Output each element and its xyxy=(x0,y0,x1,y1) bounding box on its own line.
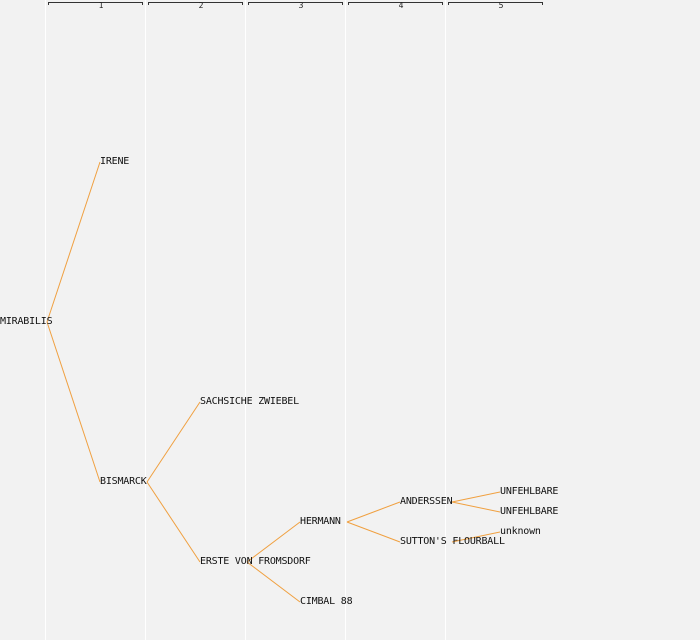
generation-column-divider xyxy=(45,0,46,640)
edge-bismarck-erste-von-fromsdorf xyxy=(146,481,201,563)
node-unfehlbare-a[interactable]: UNFEHLBARE xyxy=(500,486,559,497)
node-mirabilis[interactable]: MIRABILIS xyxy=(0,316,53,327)
generation-label: 2 xyxy=(198,1,204,10)
generation-header-bracket xyxy=(348,2,443,5)
edge-erste-hermann xyxy=(246,521,301,563)
node-suttons-flourball[interactable]: SUTTON'S FLOURBALL xyxy=(400,536,505,547)
edge-erste-cimbal xyxy=(246,561,301,603)
edge-anderssen-unfehlbare-b xyxy=(451,501,501,513)
edge-mirabilis-bismarck xyxy=(46,321,101,483)
generation-header-bracket xyxy=(148,2,243,5)
node-cimbal-88[interactable]: CIMBAL 88 xyxy=(300,596,353,607)
generation-header-bracket xyxy=(248,2,343,5)
edge-hermann-suttons-flourball xyxy=(346,521,401,543)
edge-sutton-unknown xyxy=(451,531,501,543)
generation-label: 3 xyxy=(298,1,304,10)
node-unknown[interactable]: unknown xyxy=(500,526,541,537)
generation-header-bracket xyxy=(448,2,543,5)
edge-anderssen-unfehlbare-a xyxy=(451,491,501,503)
generation-column-divider xyxy=(145,0,146,640)
generation-header-bracket xyxy=(48,2,143,5)
node-anderssen[interactable]: ANDERSSEN xyxy=(400,496,453,507)
generation-label: 4 xyxy=(398,1,404,10)
generation-column-divider xyxy=(445,0,446,640)
node-erste-von-fromsdorf[interactable]: ERSTE VON FROMSDORF xyxy=(200,556,311,567)
node-hermann[interactable]: HERMANN xyxy=(300,516,341,527)
edge-bismarck-sachsiche-zwiebel xyxy=(146,401,201,483)
node-irene[interactable]: IRENE xyxy=(100,156,130,167)
node-sachsiche-zwiebel[interactable]: SACHSICHE ZWIEBEL xyxy=(200,396,299,407)
generation-column-divider xyxy=(345,0,346,640)
generation-label: 5 xyxy=(498,1,504,10)
generation-label: 1 xyxy=(98,1,104,10)
node-unfehlbare-b[interactable]: UNFEHLBARE xyxy=(500,506,559,517)
node-bismarck[interactable]: BISMARCK xyxy=(100,476,147,487)
generation-column-divider xyxy=(245,0,246,640)
edge-mirabilis-irene xyxy=(46,161,101,323)
edge-hermann-anderssen xyxy=(346,501,401,523)
